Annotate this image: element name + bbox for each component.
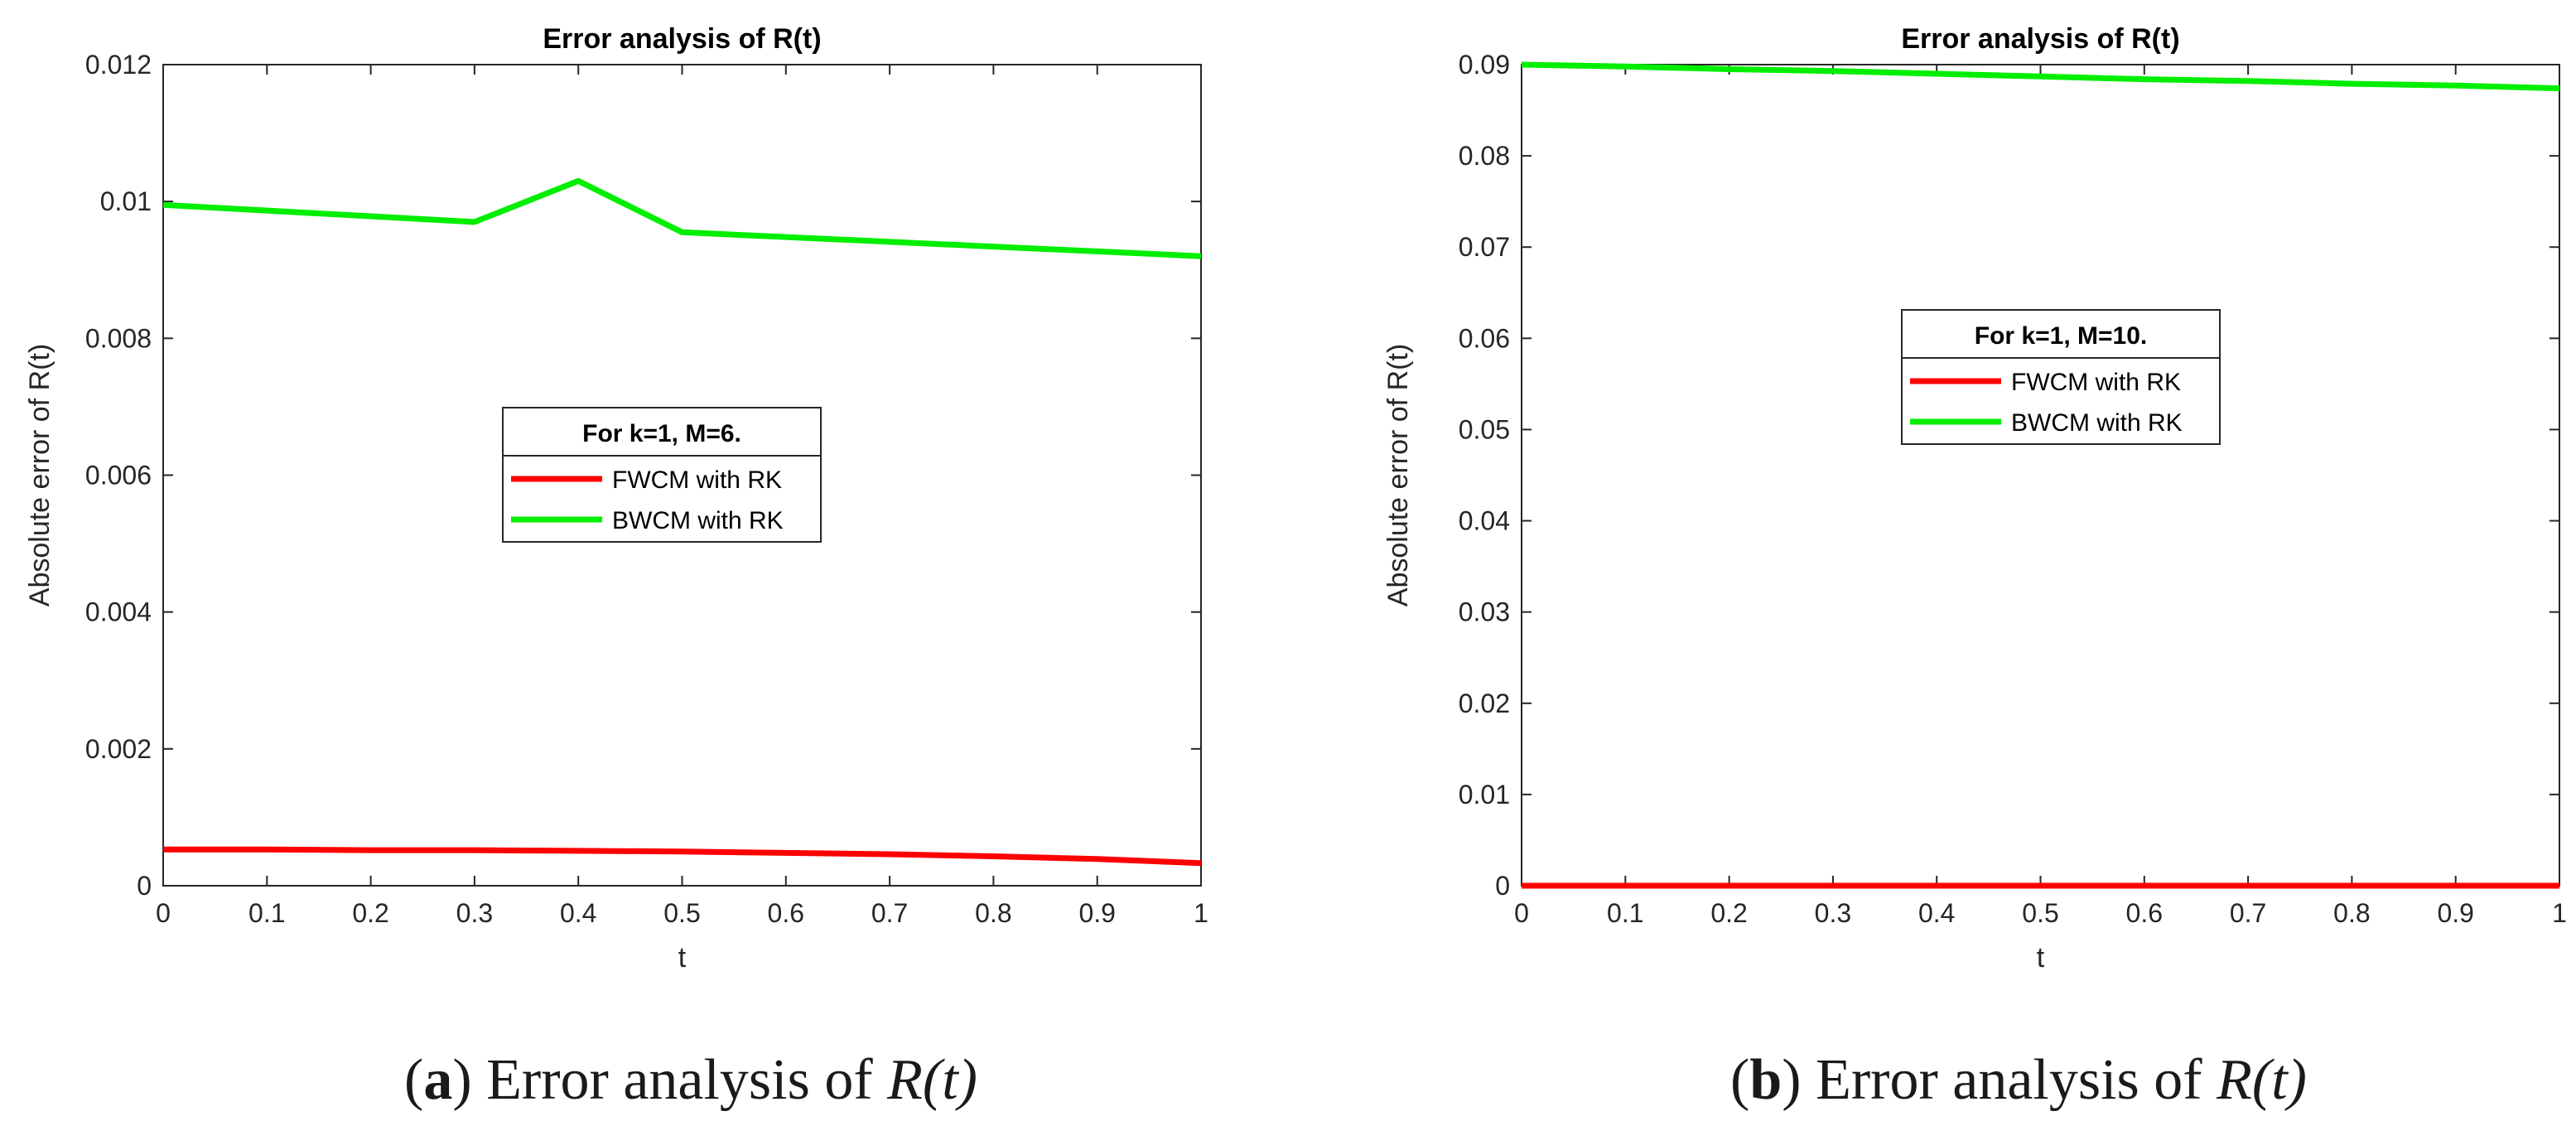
x-tick-label: 0.4 xyxy=(560,898,596,928)
figure-caption: (b) Error analysis of R(t) xyxy=(1730,1048,2307,1112)
x-tick-label: 0.7 xyxy=(2230,898,2266,928)
x-tick-label: 0.9 xyxy=(1078,898,1115,928)
series-line-bwcm xyxy=(162,177,1202,259)
caption-label: a xyxy=(423,1048,452,1112)
x-axis-label: t xyxy=(2037,942,2045,974)
y-tick-label: 0.01 xyxy=(100,186,152,216)
x-tick-label: 0.3 xyxy=(456,898,493,928)
x-tick-label: 0.5 xyxy=(2022,898,2058,928)
caption-open-paren: ( xyxy=(404,1048,423,1112)
y-tick-label: 0.07 xyxy=(1459,232,1510,262)
x-tick-label: 0.8 xyxy=(975,898,1011,928)
legend-title: For k=1, M=10. xyxy=(1975,322,2147,350)
x-tick-label: 0.7 xyxy=(871,898,908,928)
y-tick-label: 0.008 xyxy=(85,323,152,353)
legend-entry: BWCM with RK xyxy=(612,507,784,534)
x-tick-label: 0.4 xyxy=(1918,898,1955,928)
caption-close-paren: ) xyxy=(452,1048,486,1112)
chart-panel-b: 0 0.1 0.2 0.3 0.4 0.5 0.6 0.7 0.8 0.9 1 0 0.01 0.02 0.… xyxy=(1382,23,2567,1112)
y-tick-label: 0.004 xyxy=(85,597,152,627)
x-tick-label: 0 xyxy=(156,898,171,928)
legend-entry: FWCM with RK xyxy=(2011,369,2181,396)
x-tick-label: 0.2 xyxy=(1710,898,1747,928)
caption-open-paren: ( xyxy=(1730,1048,1749,1112)
x-tick-label: 1 xyxy=(2552,898,2567,928)
x-tick-label: 0.5 xyxy=(663,898,700,928)
caption-text: Error analysis of xyxy=(486,1048,887,1112)
y-tick-label: 0 xyxy=(1495,871,1510,901)
y-tick-label: 0.01 xyxy=(1459,780,1510,809)
y-axis-label: Absolute error of R(t) xyxy=(24,344,55,606)
x-tick-label: 1 xyxy=(1194,898,1208,928)
figure-caption: (a) Error analysis of R(t) xyxy=(404,1048,977,1112)
y-tick-label: 0.006 xyxy=(85,461,152,491)
caption-text: Error analysis of xyxy=(1816,1048,2217,1112)
y-tick-label: 0.08 xyxy=(1459,141,1510,171)
legend-entry: FWCM with RK xyxy=(612,466,782,494)
y-tick-label: 0.002 xyxy=(85,734,152,764)
y-tick-label: 0.06 xyxy=(1459,323,1510,353)
legend: For k=1, M=6. FWCM with RK BWCM with RK xyxy=(502,407,822,543)
x-tick-label: 0.9 xyxy=(2437,898,2473,928)
legend-title: For k=1, M=6. xyxy=(582,420,741,447)
y-tick-label: 0.012 xyxy=(85,50,152,80)
y-tick-label: 0.03 xyxy=(1459,597,1510,627)
x-axis-label: t xyxy=(678,942,687,974)
y-axis-label: Absolute error of R(t) xyxy=(1382,344,1414,606)
x-tick-label: 0.1 xyxy=(248,898,285,928)
x-tick-label: 0 xyxy=(1514,898,1529,928)
chart-title: Error analysis of R(t) xyxy=(543,23,821,55)
caption-close-paren: ) xyxy=(1782,1048,1816,1112)
x-tick-label: 0.1 xyxy=(1607,898,1643,928)
y-tick-label: 0.09 xyxy=(1459,50,1510,80)
x-tick-label: 0.8 xyxy=(2333,898,2370,928)
x-tick-label: 0.6 xyxy=(2126,898,2163,928)
x-tick-label: 0.2 xyxy=(352,898,388,928)
y-tick-label: 0 xyxy=(137,871,152,901)
y-tick-label: 0.05 xyxy=(1459,414,1510,444)
caption-math: R(t) xyxy=(2216,1048,2307,1112)
y-tick-label: 0.02 xyxy=(1459,689,1510,718)
caption-math: R(t) xyxy=(886,1048,977,1112)
series-line-fwcm xyxy=(163,846,1202,867)
legend: For k=1, M=10. FWCM with RK BWCM with RK xyxy=(1901,309,2221,445)
legend-entry: BWCM with RK xyxy=(2011,409,2183,437)
plot-area xyxy=(1521,64,2560,887)
chart-title: Error analysis of R(t) xyxy=(1901,23,2179,55)
x-tick-label: 0.6 xyxy=(768,898,804,928)
y-tick-label: 0.04 xyxy=(1459,506,1510,536)
chart-panel-a: 0 0.1 0.2 0.3 0.4 0.5 0.6 0.7 0.8 0.9 1 0 0.002 0.004… xyxy=(24,23,1208,1112)
x-tick-label: 0.3 xyxy=(1815,898,1851,928)
caption-label: b xyxy=(1749,1048,1782,1112)
series-line-bwcm xyxy=(1521,61,2560,92)
